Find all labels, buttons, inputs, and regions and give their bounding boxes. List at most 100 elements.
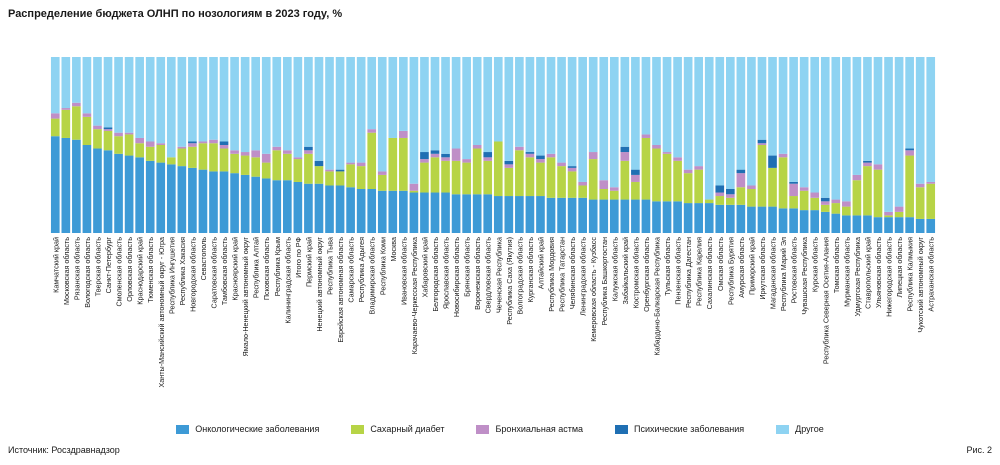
bar-asthma-44 — [515, 146, 524, 151]
bar-asthma-50 — [578, 181, 587, 186]
bar-onco-40 — [472, 194, 482, 233]
bar-diabetes-43 — [504, 167, 514, 197]
bar-onco-13 — [188, 167, 197, 233]
bar-asthma-30 — [367, 129, 377, 133]
bar-onco-32 — [388, 190, 398, 233]
bar-other-56 — [641, 57, 651, 135]
bar-other-40 — [472, 57, 482, 145]
bar-asthma-36 — [430, 153, 440, 158]
bar-asthma-1 — [61, 108, 71, 110]
bar-asthma-37 — [441, 157, 450, 161]
bar-onco-38 — [451, 194, 461, 233]
bar-diabetes-41 — [483, 160, 493, 195]
bar-diabetes-2 — [72, 106, 81, 140]
bar-diabetes-61 — [694, 169, 703, 204]
x-tick-label-26: Республика Тыва — [326, 237, 335, 295]
bar-asthma-65 — [736, 173, 746, 188]
x-tick-label-56: Оренбургская область — [642, 237, 651, 312]
x-tick-label-53: Калужская область — [610, 237, 619, 302]
legend-swatch-asthma — [476, 424, 490, 434]
bar-other-26 — [325, 57, 334, 170]
x-tick-label-40: Воронежская область — [473, 237, 482, 310]
bar-other-13 — [188, 57, 197, 142]
bar-onco-36 — [430, 192, 440, 233]
bar-other-19 — [251, 57, 260, 151]
x-tick-label-20: Псковская область — [262, 237, 271, 300]
bar-onco-35 — [420, 192, 429, 233]
x-tick-label-45: Курганская область — [526, 237, 535, 303]
bar-asthma-3 — [82, 113, 92, 117]
legend: Онкологические заболевания Сахарный диаб… — [0, 424, 1000, 434]
bar-other-23 — [293, 57, 303, 158]
bar-diabetes-16 — [219, 148, 229, 172]
bar-diabetes-79 — [884, 215, 893, 218]
x-tick-label-11: Республика Ингушетия — [167, 237, 176, 314]
x-tick-label-82: Чукотский автономный округ — [916, 237, 925, 333]
bar-other-37 — [441, 57, 450, 154]
bar-onco-74 — [831, 213, 841, 233]
bar-diabetes-30 — [367, 132, 377, 189]
bar-onco-5 — [103, 150, 113, 233]
bar-onco-62 — [704, 203, 714, 233]
bar-diabetes-19 — [251, 157, 260, 177]
bar-mental-64 — [726, 189, 735, 195]
bar-mental-5 — [103, 127, 113, 130]
bar-diabetes-52 — [599, 189, 609, 200]
bar-asthma-63 — [715, 192, 725, 197]
bar-mental-77 — [863, 160, 872, 163]
bar-other-64 — [726, 57, 735, 189]
bar-other-57 — [652, 57, 661, 145]
bar-onco-55 — [631, 199, 640, 233]
bar-other-62 — [704, 57, 714, 200]
bar-diabetes-0 — [50, 118, 60, 137]
bar-other-18 — [240, 57, 250, 153]
bar-diabetes-68 — [768, 167, 777, 207]
bar-other-69 — [778, 57, 788, 154]
bar-diabetes-65 — [736, 187, 746, 205]
legend-label-onco: Онкологические заболевания — [195, 424, 320, 434]
bar-other-24 — [304, 57, 313, 147]
bar-onco-53 — [609, 199, 619, 233]
bar-other-9 — [145, 57, 155, 142]
x-tick-label-14: Севастополь — [199, 237, 208, 281]
bar-onco-31 — [377, 190, 387, 233]
x-tick-label-80: Липецкая область — [895, 237, 904, 298]
bar-other-27 — [335, 57, 345, 170]
bar-other-33 — [399, 57, 408, 131]
bar-other-48 — [557, 57, 566, 163]
x-tick-label-81: Республика Калмыкия — [906, 237, 915, 312]
x-tick-label-28: Самарская область — [347, 237, 356, 303]
stacked-bar-chart: Камчатский край Московская область Рязанск… — [50, 57, 936, 388]
bar-diabetes-33 — [399, 137, 408, 191]
legend-swatch-other — [776, 424, 790, 434]
bar-onco-64 — [726, 204, 735, 233]
bar-diabetes-4 — [93, 129, 102, 149]
bar-asthma-12 — [177, 146, 187, 149]
bar-asthma-43 — [504, 164, 514, 168]
bar-asthma-20 — [261, 153, 271, 163]
bar-onco-57 — [652, 201, 661, 233]
bar-onco-68 — [768, 206, 777, 233]
bar-mental-70 — [789, 181, 798, 184]
bar-onco-72 — [810, 210, 820, 233]
legend-swatch-mental — [615, 424, 629, 434]
legend-label-asthma: Бронхиальная астма — [495, 424, 584, 434]
bar-diabetes-36 — [430, 157, 440, 193]
source-note: Источник: Росздравнадзор — [8, 445, 120, 455]
bar-other-53 — [609, 57, 619, 188]
legend-label-mental: Психические заболевания — [634, 424, 745, 434]
x-tick-label-5: Санкт-Петербург — [104, 237, 113, 294]
bar-other-72 — [810, 57, 820, 193]
bar-diabetes-11 — [166, 157, 176, 165]
bar-onco-2 — [72, 139, 81, 233]
bar-asthma-72 — [810, 192, 820, 198]
bar-onco-60 — [683, 203, 693, 233]
bar-asthma-6 — [114, 132, 123, 137]
bar-diabetes-62 — [704, 199, 714, 204]
bar-onco-63 — [715, 204, 725, 233]
x-tick-label-12: Республика Хакасия — [178, 237, 187, 306]
x-tick-label-55: Костромская область — [631, 237, 640, 309]
bar-other-58 — [662, 57, 672, 153]
x-tick-label-27: Еврейская автономная область — [336, 237, 345, 343]
bar-diabetes-49 — [567, 171, 577, 198]
